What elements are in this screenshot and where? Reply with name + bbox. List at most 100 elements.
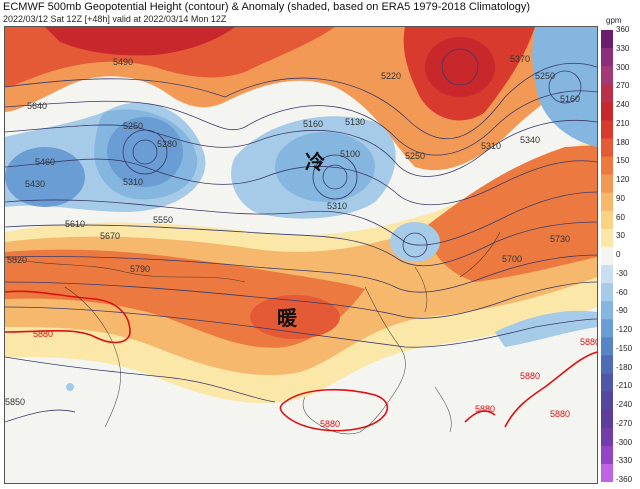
colorbar-segment [601, 265, 613, 284]
colorbar-segment [601, 156, 613, 176]
contour-label-5880: 5880 [580, 337, 597, 347]
colorbar-segment [601, 283, 613, 302]
colorbar-segment [601, 319, 613, 338]
colorbar-segment [601, 445, 613, 465]
colorbar-segment [601, 246, 613, 266]
colorbar-segment [601, 192, 613, 212]
colorbar-tick-label: 360 [616, 25, 630, 34]
contour-label: 5160 [303, 119, 323, 129]
contour-label-5880: 5880 [33, 329, 53, 339]
colorbar [601, 30, 613, 482]
cold-trough-center-core [275, 132, 375, 202]
colorbar-tick-label: -120 [616, 325, 633, 334]
colorbar-tick-label: -270 [616, 418, 633, 428]
colorbar-tick-label: 180 [616, 137, 630, 147]
map-svg: 5490 5640 5250 5280 5160 5130 5100 5220 … [5, 27, 597, 483]
contour-label: 5550 [153, 215, 173, 225]
colorbar-tick-label: 120 [616, 175, 630, 184]
contour-label: 5250 [123, 121, 143, 131]
contour-label: 5640 [27, 101, 47, 111]
colorbar-tick-label: -300 [616, 437, 633, 447]
colorbar-tick-label: 60 [616, 212, 625, 222]
contour-label: 5790 [130, 264, 150, 274]
contour-label: 5730 [550, 234, 570, 244]
warm-anomaly-center [250, 295, 340, 339]
warm-annotation: 暖 [277, 306, 298, 330]
colorbar-tick-label: 330 [616, 43, 630, 53]
cold-anomaly-pacific [495, 310, 597, 347]
contour-label-5880: 5880 [475, 404, 495, 414]
colorbar-segment [601, 355, 613, 375]
colorbar-tick-label: -210 [616, 381, 633, 391]
colorbar-segment [601, 301, 613, 320]
contour-label: 5310 [481, 141, 501, 151]
contour-label: 5250 [535, 71, 555, 81]
colorbar-segment [601, 30, 613, 49]
contour-label-5880: 5880 [550, 409, 570, 419]
contour-label: 5160 [560, 94, 580, 104]
colorbar-tick-label: -60 [616, 287, 628, 297]
warm-anomaly-east-core [425, 145, 597, 282]
contour-label: 5280 [157, 139, 177, 149]
contour-label: 5130 [345, 117, 365, 127]
colorbar-segment [601, 391, 613, 411]
colorbar-tick-label: 240 [616, 100, 630, 109]
contour-label: 5850 [5, 397, 25, 407]
cold-annotation: 冷 [305, 150, 325, 174]
cold-trough-northeast [532, 27, 597, 147]
coastlines [5, 231, 501, 435]
chart-title: ECMWF 500mb Geopotential Height (contour… [3, 1, 531, 13]
colorbar-tick-label: -240 [616, 400, 633, 409]
warm-anomaly-band-mid [5, 152, 597, 376]
cold-trough-west-core [107, 117, 183, 187]
colorbar-segment [601, 427, 613, 447]
contour-label: 5310 [123, 177, 143, 187]
cold-cutoff-low [390, 222, 440, 262]
colorbar-segment [601, 409, 613, 429]
map-panel: 5490 5640 5250 5280 5160 5130 5100 5220 … [4, 26, 598, 484]
colorbar-tick-label: -150 [616, 343, 633, 353]
colorbar-segment [601, 373, 613, 393]
colorbar-tick-label: -180 [616, 362, 633, 372]
contour-label: 5700 [502, 254, 522, 264]
warm-ridge-east-core [425, 37, 495, 97]
cold-trough-far-west [5, 147, 85, 207]
colorbar-tick-label: -330 [616, 456, 633, 466]
contour-label-5880: 5880 [320, 419, 340, 429]
contour-label: 5820 [7, 255, 27, 265]
contour-label: 5100 [340, 149, 360, 159]
colorbar-tick-label: 210 [616, 118, 630, 128]
colorbar-tick-label: 270 [616, 81, 630, 91]
colorbar-segment [601, 138, 613, 158]
colorbar-tick-label: 300 [616, 62, 630, 72]
colorbar-segment [601, 228, 613, 248]
contour-label: 5220 [381, 71, 401, 81]
colorbar-segment [601, 48, 613, 67]
contour-label-5880: 5880 [520, 371, 540, 381]
colorbar-segment [601, 66, 613, 85]
colorbar-tick-label: 150 [616, 156, 630, 166]
colorbar-tick-label: -360 [616, 475, 633, 484]
contour-label: 5250 [405, 151, 425, 161]
contour-labels: 5490 5640 5250 5280 5160 5130 5100 5220 … [5, 54, 597, 429]
warm-ridge-north-core [45, 27, 235, 56]
colorbar-segment [601, 463, 613, 482]
colorbar-segment [601, 210, 613, 230]
contour-label: 5460 [35, 157, 55, 167]
contour-label: 5610 [65, 219, 85, 229]
colorbar-tick-label: -90 [616, 306, 628, 316]
colorbar-tick-label: 30 [616, 231, 625, 241]
contour-label: 5490 [113, 57, 133, 67]
colorbar-segment [601, 174, 613, 194]
colorbar-tick-label: -30 [616, 268, 628, 278]
colorbar-segment [601, 120, 613, 139]
colorbar-tick-label: 90 [616, 193, 625, 203]
contour-label: 5340 [520, 135, 540, 145]
contour-label: 5670 [100, 231, 120, 241]
colorbar-segment [601, 102, 613, 121]
colorbar-tick-label: 0 [616, 250, 621, 259]
contour-5880-red [5, 290, 597, 432]
cold-anomaly-spot [66, 383, 74, 391]
colorbar-segment [601, 337, 613, 356]
contour-label: 5370 [510, 54, 530, 64]
